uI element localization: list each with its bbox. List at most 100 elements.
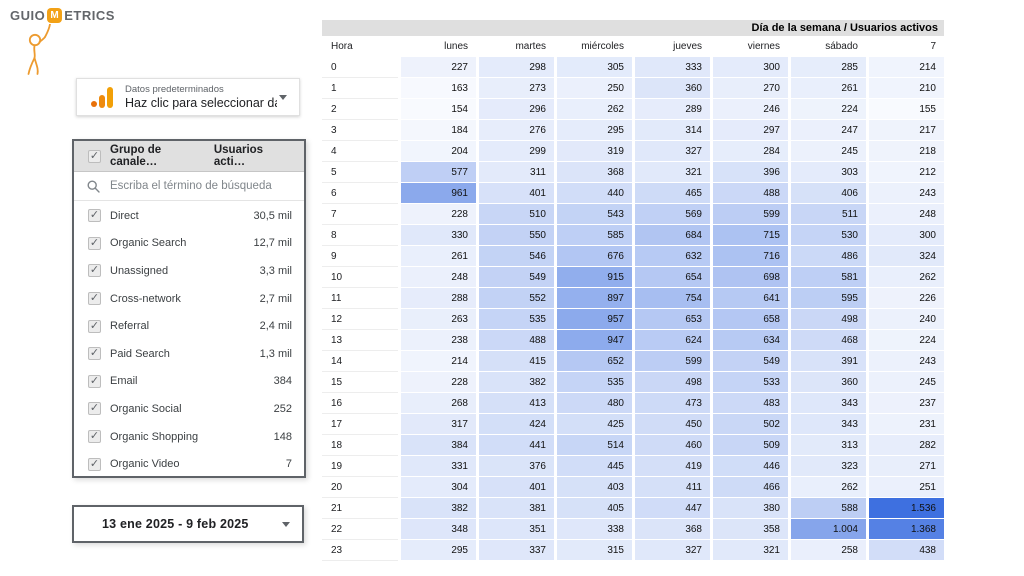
chevron-down-icon[interactable] — [282, 521, 290, 527]
heatmap-cell: 333 — [632, 57, 710, 78]
filter-item-value: 3,3 mil — [259, 264, 292, 277]
filter-item-email[interactable]: ✓ Email 384 — [74, 368, 304, 396]
checkbox-icon[interactable]: ✓ — [88, 430, 101, 444]
heatmap-cell: 401 — [476, 183, 554, 204]
heatmap-cell: 552 — [476, 288, 554, 309]
heatmap-cell: 343 — [788, 414, 866, 435]
heatmap-cell: 217 — [866, 120, 944, 141]
table-row: 16 268 413 480 473 483 343 237 — [322, 393, 944, 414]
table-row: 1 163 273 250 360 270 261 210 — [322, 78, 944, 99]
heatmap-cell: 632 — [632, 246, 710, 267]
filter-item-direct[interactable]: ✓ Direct 30,5 mil — [74, 202, 304, 230]
heatmap-cell: 376 — [476, 456, 554, 477]
filter-item-organic-shopping[interactable]: ✓ Organic Shopping 148 — [74, 423, 304, 451]
heatmap-cell: 226 — [866, 288, 944, 309]
heatmap-cell: 300 — [866, 225, 944, 246]
data-source-subtitle: Haz clic para seleccionar datos — [125, 95, 277, 110]
heatmap-cell: 268 — [398, 393, 476, 414]
heatmap-cell: 303 — [788, 162, 866, 183]
filter-header[interactable]: ✓ Grupo de canale… Usuarios acti… — [74, 141, 304, 172]
checkbox-icon[interactable]: ✓ — [88, 209, 101, 223]
hour-label: 21 — [322, 498, 398, 519]
search-input[interactable] — [110, 180, 290, 192]
table-row: 4 204 299 319 327 284 245 218 — [322, 141, 944, 162]
heatmap-cell: 486 — [788, 246, 866, 267]
hour-label: 7 — [322, 204, 398, 225]
heatmap-cell: 271 — [866, 456, 944, 477]
heatmap-cell: 245 — [788, 141, 866, 162]
checkbox-icon[interactable]: ✓ — [88, 236, 101, 250]
heatmap-cell: 331 — [398, 456, 476, 477]
filter-item-organic-social[interactable]: ✓ Organic Social 252 — [74, 395, 304, 423]
heatmap-cell: 498 — [632, 372, 710, 393]
data-source-text: Datos predeterminados Haz clic para sele… — [125, 84, 277, 111]
hour-label: 19 — [322, 456, 398, 477]
filter-item-cross-network[interactable]: ✓ Cross-network 2,7 mil — [74, 285, 304, 313]
filter-item-organic-search[interactable]: ✓ Organic Search 12,7 mil — [74, 230, 304, 258]
hour-label: 10 — [322, 267, 398, 288]
table-row: 19 331 376 445 419 446 323 271 — [322, 456, 944, 477]
checkbox-icon[interactable]: ✓ — [88, 374, 101, 388]
heatmap-cell: 321 — [710, 540, 788, 561]
heatmap-cell: 243 — [866, 183, 944, 204]
heatmap-cell: 599 — [710, 204, 788, 225]
table-row: 15 228 382 535 498 533 360 245 — [322, 372, 944, 393]
heatmap-cell: 391 — [788, 351, 866, 372]
checkbox-icon[interactable]: ✓ — [88, 347, 101, 361]
heatmap-cell: 546 — [476, 246, 554, 267]
checkbox-icon[interactable]: ✓ — [88, 402, 101, 416]
checkbox-icon[interactable]: ✓ — [88, 292, 101, 306]
data-source-card[interactable]: Datos predeterminados Haz clic para sele… — [76, 78, 300, 116]
heatmap-cell: 327 — [632, 141, 710, 162]
heatmap-cell: 549 — [710, 351, 788, 372]
date-range-label: 13 ene 2025 - 9 feb 2025 — [102, 517, 249, 531]
filter-item-label: Direct — [110, 209, 139, 222]
heatmap-cell: 406 — [788, 183, 866, 204]
select-all-checkbox[interactable]: ✓ — [88, 149, 101, 163]
filter-item-unassigned[interactable]: ✓ Unassigned 3,3 mil — [74, 257, 304, 285]
heatmap-cell: 317 — [398, 414, 476, 435]
table-row: 10 248 549 915 654 698 581 262 — [322, 267, 944, 288]
logo-text-prefix: GUIO — [10, 8, 46, 23]
table-row: 9 261 546 676 632 716 486 324 — [322, 246, 944, 267]
hour-label: 23 — [322, 540, 398, 561]
filter-item-referral[interactable]: ✓ Referral 2,4 mil — [74, 312, 304, 340]
hour-label: 14 — [322, 351, 398, 372]
checkbox-icon[interactable]: ✓ — [88, 264, 101, 278]
heatmap-cell: 323 — [788, 456, 866, 477]
date-range-picker[interactable]: 13 ene 2025 - 9 feb 2025 — [72, 505, 304, 543]
filter-search-row — [74, 172, 304, 201]
heatmap-cell: 381 — [476, 498, 554, 519]
heatmap-cell: 441 — [476, 435, 554, 456]
heatmap-cell: 228 — [398, 204, 476, 225]
heatmap-cell: 227 — [398, 57, 476, 78]
hour-label: 15 — [322, 372, 398, 393]
heatmap-cell: 382 — [398, 498, 476, 519]
table-title: Día de la semana / Usuarios activos — [322, 20, 944, 36]
heatmap-cell: 599 — [632, 351, 710, 372]
table-row: 0 227 298 305 333 300 285 214 — [322, 57, 944, 78]
filter-item-organic-video[interactable]: ✓ Organic Video 7 — [74, 450, 304, 478]
checkbox-icon[interactable]: ✓ — [88, 319, 101, 333]
filter-dimension-label: Grupo de canale… — [110, 144, 162, 168]
heatmap-cell: 498 — [788, 309, 866, 330]
checkbox-icon[interactable]: ✓ — [88, 457, 101, 471]
heatmap-cell: 947 — [554, 330, 632, 351]
heatmap-cell: 549 — [476, 267, 554, 288]
heatmap-cell: 300 — [710, 57, 788, 78]
heatmap-cell: 473 — [632, 393, 710, 414]
heatmap-cell: 263 — [398, 309, 476, 330]
column-header-hora: Hora — [322, 36, 398, 57]
heatmap-cell: 184 — [398, 120, 476, 141]
heatmap-cell: 577 — [398, 162, 476, 183]
chevron-down-icon[interactable] — [279, 94, 287, 100]
filter-item-label: Referral — [110, 320, 150, 333]
data-source-title: Datos predeterminados — [125, 83, 224, 95]
heatmap-cell: 163 — [398, 78, 476, 99]
table-row: 23 295 337 315 327 321 258 438 — [322, 540, 944, 561]
filter-item-paid-search[interactable]: ✓ Paid Search 1,3 mil — [74, 340, 304, 368]
heatmap-cell: 228 — [398, 372, 476, 393]
heatmap-cell: 311 — [476, 162, 554, 183]
hour-label: 2 — [322, 99, 398, 120]
